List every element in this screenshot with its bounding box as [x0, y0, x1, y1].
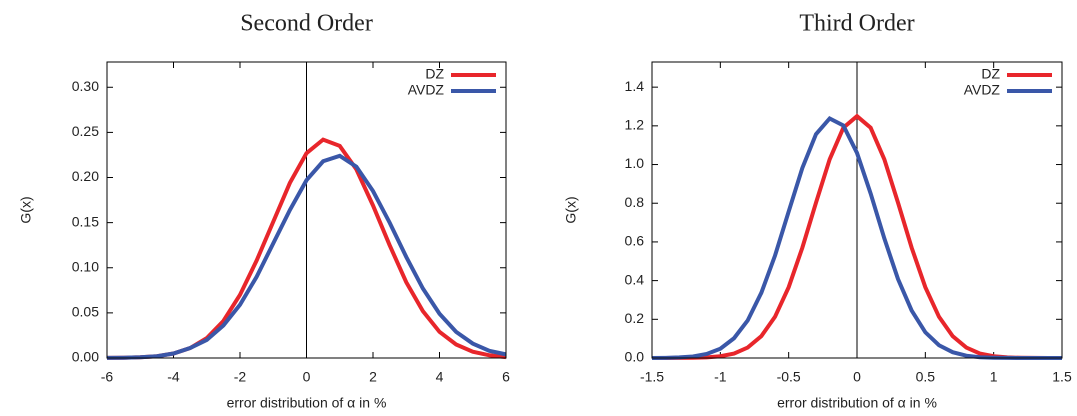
y-tick-label: 1.4 [625, 78, 645, 94]
y-tick-label: 0.2 [625, 310, 645, 326]
x-tick-label: 4 [436, 369, 444, 385]
line-series [106, 153, 507, 360]
legend-label: DZ [425, 66, 444, 82]
y-tick-label: 0.20 [72, 168, 99, 184]
y-tick-label: 1.2 [625, 117, 645, 133]
x-tick-label: -1 [714, 369, 727, 385]
plot-frame [106, 61, 507, 359]
x-tick-label: 6 [502, 369, 510, 385]
legend-label: AVDZ [408, 82, 445, 98]
chart-title: Third Order [799, 11, 914, 37]
y-tick-label: 0.8 [625, 194, 645, 210]
y-tick-label: 0.30 [72, 78, 99, 94]
y-tick-label: 0.00 [72, 349, 99, 365]
y-tick-label: 0.25 [72, 123, 99, 139]
x-tick-label: 1.5 [1052, 369, 1072, 385]
y-tick-label: 0.0 [625, 349, 645, 365]
legend-label: AVDZ [964, 82, 1001, 98]
y-axis-label: G(x) [18, 196, 34, 223]
x-tick-label: -1.5 [640, 369, 664, 385]
y-tick-label: 0.4 [625, 271, 645, 287]
y-tick-label: 1.0 [625, 155, 645, 171]
x-axis-label: error distribution of α in % [777, 395, 937, 411]
x-tick-label: -0.5 [777, 369, 801, 385]
plot-frame [651, 61, 1063, 359]
y-tick-label: 0.10 [72, 258, 99, 274]
y-tick-label: 0.05 [72, 304, 99, 320]
x-tick-label: 1 [990, 369, 998, 385]
x-tick-label: 2 [369, 369, 377, 385]
x-axis-label: error distribution of α in % [227, 395, 387, 411]
x-tick-label: -2 [234, 369, 247, 385]
y-tick-label: 0.15 [72, 213, 99, 229]
x-tick-label: -6 [101, 369, 114, 385]
y-axis-label: G(x) [563, 196, 579, 223]
x-tick-label: 0 [853, 369, 861, 385]
x-tick-label: 0.5 [916, 369, 936, 385]
chart-title: Second Order [240, 11, 373, 37]
legend-label: DZ [981, 66, 1000, 82]
x-tick-label: -4 [167, 369, 180, 385]
y-tick-label: 0.6 [625, 233, 645, 249]
x-tick-label: 0 [303, 369, 311, 385]
